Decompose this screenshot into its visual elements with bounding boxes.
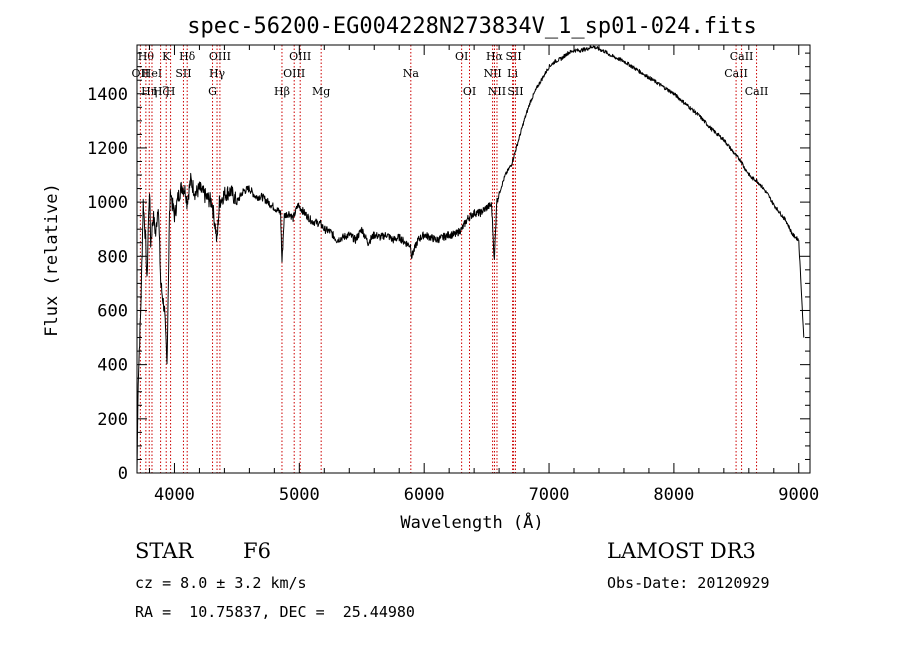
spectral-line-label-5: K (162, 50, 171, 63)
y-tick-label-4: 800 (97, 247, 128, 267)
coordinates: RA = 10.75837, DEC = 25.44980 (135, 603, 415, 621)
spectral-line-label-27: CaII (745, 85, 769, 98)
spectral-line-label-26: CaII (730, 50, 754, 63)
spectral-line-label-21: NII (488, 85, 506, 98)
y-tick-label-1: 200 (97, 410, 128, 430)
spectral-line-label-12: Hβ (274, 85, 290, 98)
spectral-line-label-19: NII (483, 67, 501, 80)
x-tick-label-2: 6000 (404, 485, 445, 505)
y-tick-label-2: 400 (97, 356, 128, 376)
spectral-line-label-16: Na (403, 67, 420, 80)
x-tick-label-0: 4000 (154, 485, 195, 505)
spectrum-series (136, 45, 805, 474)
spectral-line-label-20: Hα (486, 50, 504, 63)
spectral-line-label-23: SII (505, 50, 521, 63)
spectral-line-markers: OIIHθHηHeIHζKHSIIHδGHγOIIIHβOIIIOIIIMgNa… (132, 45, 769, 473)
spectral-line-label-25: CaII (724, 67, 748, 80)
y-tick-label-5: 1000 (87, 193, 128, 213)
spectral-line-label-17: OI (455, 50, 468, 63)
survey-name: LAMOST DR3 (607, 539, 756, 563)
spectral-line-label-24: SII (507, 85, 523, 98)
spectral-line-label-7: SII (175, 67, 191, 80)
y-tick-label-6: 1200 (87, 139, 128, 159)
redshift-readout: cz = 8.0 ± 3.2 km/s (135, 574, 307, 592)
spectral-line-label-14: OIII (289, 50, 311, 63)
y-tick-label-7: 1400 (87, 85, 128, 105)
object-class: STAR (135, 539, 194, 563)
chart-title: spec-56200-EG004228N273834V_1_sp01-024.f… (187, 14, 757, 39)
y-axis-label: Flux (relative) (42, 183, 62, 337)
spectrum-line (136, 45, 805, 474)
spectral-line-label-18: OI (463, 85, 476, 98)
x-tick-label-4: 8000 (653, 485, 694, 505)
axis-ticks: 4000 5000 6000 7000 8000 9000 0 200 400 600 800 100… (87, 45, 819, 505)
x-axis-label: Wavelength (Å) (400, 511, 543, 533)
spectral-line-label-11: OIII (209, 50, 231, 63)
x-tick-label-3: 7000 (529, 485, 570, 505)
spectral-line-label-8: Hδ (179, 50, 196, 63)
x-tick-label-5: 9000 (778, 485, 819, 505)
spectral-line-label-6: H (166, 85, 176, 98)
plot-frame (136, 44, 811, 474)
spectral-line-label-0: OII (132, 67, 150, 80)
spectral-line-label-22: Li (507, 67, 518, 80)
y-tick-label-0: 0 (118, 464, 128, 484)
obs-date: Obs-Date: 20120929 (607, 574, 770, 592)
y-tick-label-3: 600 (97, 301, 128, 321)
spectral-line-label-4: Hζ (153, 85, 169, 98)
spectral-line-label-13: OIII (283, 67, 305, 80)
spectral-line-label-15: Mg (312, 85, 330, 98)
x-tick-label-1: 5000 (279, 485, 320, 505)
spectral-line-label-9: G (208, 85, 217, 98)
spectral-line-label-2: Hη (141, 85, 157, 98)
spectral-line-label-10: Hγ (209, 67, 226, 80)
spectral-line-label-3: HeI (142, 67, 162, 80)
spectrum-chart: spec-56200-EG004228N273834V_1_sp01-024.f… (42, 14, 819, 533)
object-subclass: F6 (243, 539, 271, 563)
